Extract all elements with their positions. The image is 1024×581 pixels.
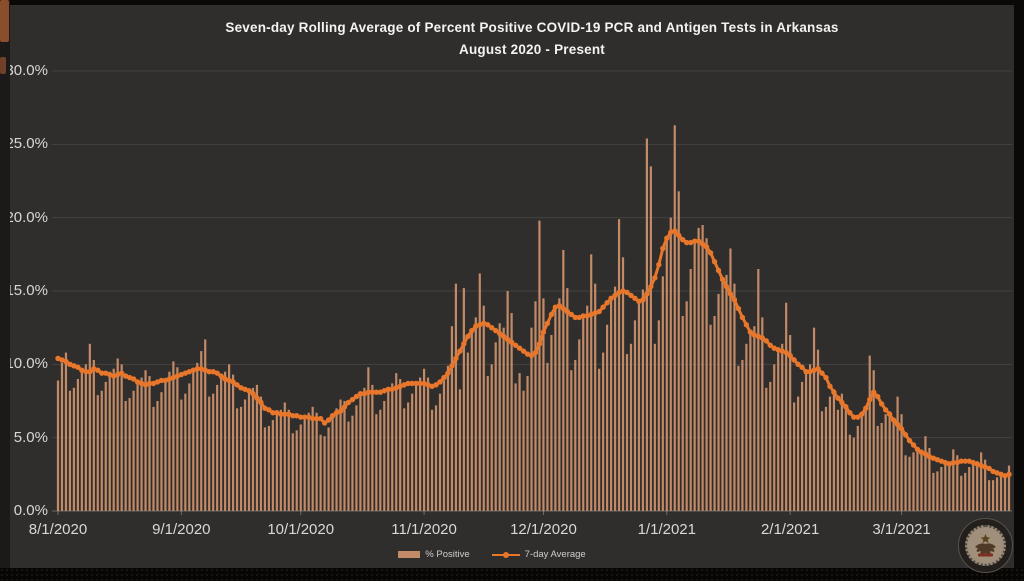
x-axis-label: 10/1/2020 — [267, 521, 335, 538]
y-axis-label: 30.0% — [5, 62, 48, 80]
x-axis-label: 9/1/2020 — [152, 521, 211, 538]
y-axis-label: 0.0% — [13, 502, 48, 519]
chart-title-line2: August 2020 - Present — [459, 42, 605, 57]
letterbox-left — [0, 0, 10, 581]
y-axis-label: 5.0% — [13, 428, 48, 446]
video-edge-artifact — [0, 0, 9, 42]
legend-item-7day-average: 7-day Average — [491, 549, 586, 560]
x-axis-label: 3/1/2021 — [872, 521, 931, 538]
x-axis-label: 8/1/2020 — [28, 521, 88, 538]
x-axis-label: 11/1/2020 — [391, 521, 457, 538]
legend-item-percent-positive: % Positive — [398, 549, 470, 560]
chart-title-line1: Seven-day Rolling Average of Percent Pos… — [225, 20, 839, 35]
y-axis-label: 10.0% — [5, 355, 48, 373]
y-axis-label: 20.0% — [5, 208, 48, 226]
chart-title: Seven-day Rolling Average of Percent Pos… — [40, 17, 1024, 61]
y-axis-label: 15.0% — [5, 282, 48, 299]
letterbox-top — [0, 0, 1024, 5]
line-swatch-icon — [491, 551, 520, 559]
x-axis-label: 1/1/2021 — [637, 521, 696, 538]
arkansas-state-seal-icon — [958, 518, 1013, 573]
x-axis-label: 12/1/2020 — [510, 521, 577, 538]
x-axis-label: 2/1/2021 — [760, 521, 820, 538]
y-axis-label: 25.0% — [5, 135, 48, 153]
legend-label-percent-positive: % Positive — [425, 549, 470, 560]
letterbox-right — [1014, 0, 1024, 581]
video-edge-artifact — [0, 57, 6, 74]
chart-legend: % Positive 7-day Average — [0, 549, 984, 560]
bar-swatch-icon — [398, 551, 421, 558]
letterbox-bottom — [0, 568, 1024, 581]
legend-label-7day-average: 7-day Average — [524, 549, 586, 560]
